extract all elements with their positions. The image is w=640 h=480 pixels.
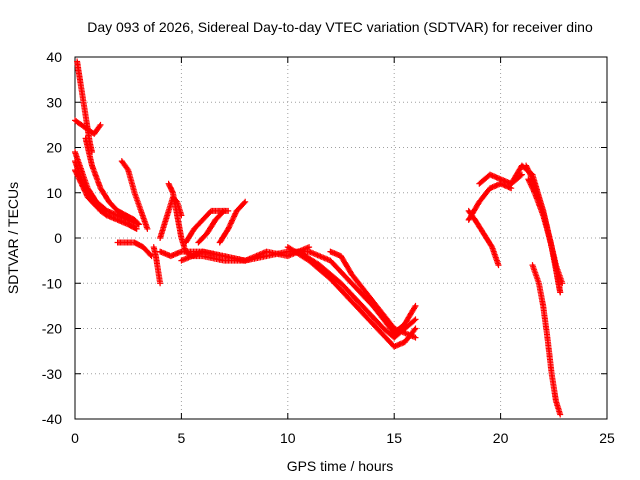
series-arc-27 [523,162,564,296]
plus-markers [327,248,419,341]
series-arc-20 [327,248,419,341]
grid [75,57,607,419]
plus-markers [82,135,142,228]
y-tick-label: 10 [46,185,62,201]
series-arc-22 [465,207,502,269]
y-tick-label: 0 [54,230,62,246]
y-tick-label: 20 [46,140,62,156]
y-tick-labels: -40 -30 -20 -10 0 10 20 30 40 [42,49,62,427]
plus-markers [72,158,110,219]
plus-markers [216,198,249,246]
series-arc-3 [72,158,110,219]
plus-markers [150,244,164,287]
x-tick-label: 5 [178,430,186,446]
axis-ticks [74,56,608,420]
y-tick-label: -40 [42,411,62,427]
x-tick-label: 20 [493,430,509,446]
series-arc-15 [216,198,249,246]
y-tick-label: -30 [42,366,62,382]
y-tick-label: -10 [42,275,62,291]
plus-markers [306,248,419,336]
x-axis-label: GPS time / hours [287,458,394,474]
x-tick-label: 15 [386,430,402,446]
series-arc-8 [118,158,151,232]
x-tick-label: 10 [280,430,296,446]
data-series [72,58,566,418]
plus-markers [529,262,564,418]
series-arc-7 [114,239,155,260]
series-arc-6 [82,135,142,228]
x-tick-label: 25 [599,430,615,446]
plus-markers [114,239,155,260]
x-tick-labels: 0 5 10 15 20 25 [71,430,615,446]
x-tick-label: 0 [71,430,79,446]
plus-markers [72,117,104,137]
series-arc-19 [306,248,419,336]
series-arc-26 [529,262,564,418]
y-tick-label: 30 [46,94,62,110]
plus-markers [195,207,227,246]
chart-title: Day 093 of 2026, Sidereal Day-to-day VTE… [87,19,593,35]
series-arc-5 [72,117,104,137]
y-tick-label: 40 [46,49,62,65]
y-axis-label: SDTVAR / TECUs [5,182,21,294]
series-arc-9 [150,244,164,287]
plus-markers [523,162,564,296]
y-tick-label: -20 [42,321,62,337]
series-arc-16 [195,207,227,246]
plus-markers [465,207,502,269]
plus-markers [118,158,151,232]
